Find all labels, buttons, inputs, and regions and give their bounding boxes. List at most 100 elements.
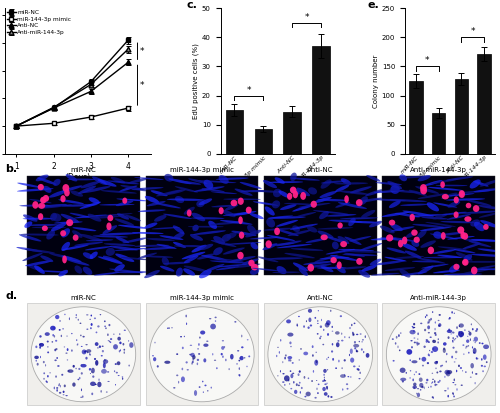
Ellipse shape xyxy=(326,214,356,217)
Ellipse shape xyxy=(146,201,166,206)
Ellipse shape xyxy=(417,393,420,397)
Ellipse shape xyxy=(454,339,456,340)
Ellipse shape xyxy=(317,199,348,202)
Ellipse shape xyxy=(17,188,54,192)
Ellipse shape xyxy=(100,233,138,235)
Ellipse shape xyxy=(420,184,427,191)
Ellipse shape xyxy=(433,202,458,208)
Ellipse shape xyxy=(358,270,370,278)
Ellipse shape xyxy=(472,371,473,374)
Ellipse shape xyxy=(320,257,350,259)
Ellipse shape xyxy=(62,244,89,250)
Ellipse shape xyxy=(167,199,205,201)
Ellipse shape xyxy=(16,247,42,252)
Ellipse shape xyxy=(247,339,248,340)
Ellipse shape xyxy=(326,358,328,360)
Ellipse shape xyxy=(225,204,238,211)
Ellipse shape xyxy=(96,332,98,333)
Ellipse shape xyxy=(90,315,92,316)
Ellipse shape xyxy=(66,353,68,354)
Ellipse shape xyxy=(116,372,118,373)
Ellipse shape xyxy=(326,237,349,244)
Ellipse shape xyxy=(326,382,328,384)
Ellipse shape xyxy=(420,240,436,248)
Ellipse shape xyxy=(239,358,241,359)
Ellipse shape xyxy=(411,230,418,236)
Ellipse shape xyxy=(223,198,261,200)
Ellipse shape xyxy=(54,335,55,337)
Ellipse shape xyxy=(60,320,61,322)
Ellipse shape xyxy=(120,185,148,191)
Ellipse shape xyxy=(304,351,308,355)
Ellipse shape xyxy=(284,253,315,258)
Ellipse shape xyxy=(454,197,459,204)
Ellipse shape xyxy=(434,332,436,334)
Ellipse shape xyxy=(221,210,236,217)
Ellipse shape xyxy=(384,267,415,271)
Ellipse shape xyxy=(79,377,80,379)
Ellipse shape xyxy=(388,181,402,189)
Ellipse shape xyxy=(104,325,106,327)
Ellipse shape xyxy=(80,396,82,398)
Ellipse shape xyxy=(482,343,484,344)
Ellipse shape xyxy=(78,379,80,380)
Ellipse shape xyxy=(38,203,45,209)
Ellipse shape xyxy=(320,266,334,272)
Ellipse shape xyxy=(452,311,453,313)
Ellipse shape xyxy=(479,213,498,218)
Ellipse shape xyxy=(421,264,449,268)
Ellipse shape xyxy=(211,205,238,207)
Ellipse shape xyxy=(38,184,44,190)
Ellipse shape xyxy=(348,218,356,226)
Ellipse shape xyxy=(356,349,357,352)
Ellipse shape xyxy=(39,271,68,273)
Ellipse shape xyxy=(400,204,428,206)
Ellipse shape xyxy=(222,340,224,342)
Ellipse shape xyxy=(452,392,454,394)
Ellipse shape xyxy=(402,237,407,244)
Ellipse shape xyxy=(40,204,72,209)
Ellipse shape xyxy=(286,319,291,323)
Ellipse shape xyxy=(83,252,94,259)
Ellipse shape xyxy=(150,190,168,196)
Bar xyxy=(409,81,422,154)
Ellipse shape xyxy=(401,272,427,276)
Ellipse shape xyxy=(310,201,317,208)
Ellipse shape xyxy=(476,268,500,270)
Ellipse shape xyxy=(448,193,474,196)
Ellipse shape xyxy=(60,335,62,337)
Ellipse shape xyxy=(86,314,88,316)
Ellipse shape xyxy=(410,330,416,335)
Ellipse shape xyxy=(428,247,434,254)
Ellipse shape xyxy=(444,390,446,392)
Ellipse shape xyxy=(174,233,184,239)
Ellipse shape xyxy=(314,255,338,262)
Ellipse shape xyxy=(290,248,324,251)
Ellipse shape xyxy=(202,392,204,393)
Ellipse shape xyxy=(410,370,412,372)
Ellipse shape xyxy=(66,335,68,337)
Ellipse shape xyxy=(456,326,458,329)
Ellipse shape xyxy=(454,313,455,314)
Bar xyxy=(284,112,301,154)
Ellipse shape xyxy=(441,232,446,240)
Ellipse shape xyxy=(322,387,326,391)
Ellipse shape xyxy=(128,178,148,183)
Ellipse shape xyxy=(422,217,448,219)
Ellipse shape xyxy=(474,222,484,231)
Ellipse shape xyxy=(144,223,158,228)
Ellipse shape xyxy=(201,255,228,261)
Ellipse shape xyxy=(475,373,478,375)
Ellipse shape xyxy=(124,351,125,354)
Ellipse shape xyxy=(430,386,432,388)
Ellipse shape xyxy=(66,259,90,266)
Ellipse shape xyxy=(410,359,411,361)
Ellipse shape xyxy=(57,365,59,367)
Ellipse shape xyxy=(296,383,298,386)
Ellipse shape xyxy=(80,372,83,375)
Ellipse shape xyxy=(86,239,114,241)
Ellipse shape xyxy=(380,225,394,233)
Ellipse shape xyxy=(460,190,491,193)
Text: Anti-NC: Anti-NC xyxy=(307,295,334,301)
Ellipse shape xyxy=(406,372,407,374)
